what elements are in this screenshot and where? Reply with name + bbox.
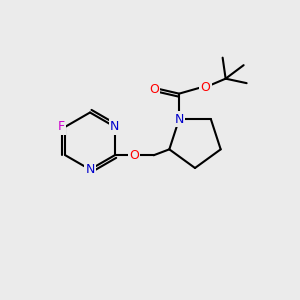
Text: O: O xyxy=(149,83,159,96)
Text: O: O xyxy=(201,81,211,94)
Text: N: N xyxy=(85,163,95,176)
Text: N: N xyxy=(174,113,184,126)
Text: O: O xyxy=(129,149,139,162)
Text: F: F xyxy=(57,120,64,133)
Text: N: N xyxy=(110,120,119,133)
